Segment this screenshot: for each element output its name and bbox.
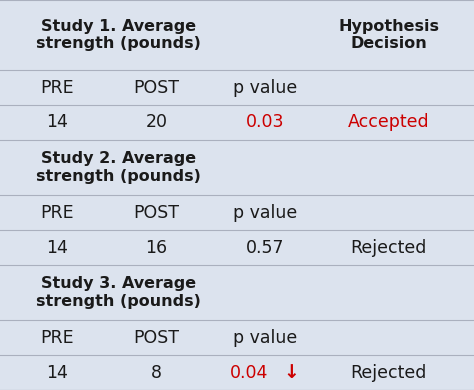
Text: 8: 8 [151,363,162,381]
Text: ↓: ↓ [283,363,300,382]
Text: POST: POST [133,329,180,347]
Text: Study 1. Average
strength (pounds): Study 1. Average strength (pounds) [36,19,201,51]
Text: p value: p value [233,204,298,222]
Text: 20: 20 [146,113,167,131]
Text: 14: 14 [46,113,68,131]
Text: 0.03: 0.03 [246,113,285,131]
Text: 0.57: 0.57 [246,239,285,257]
Text: 14: 14 [46,239,68,257]
Text: Hypothesis
Decision: Hypothesis Decision [338,19,439,51]
Text: PRE: PRE [40,204,73,222]
Text: 16: 16 [146,239,167,257]
Text: PRE: PRE [40,79,73,97]
Text: Study 3. Average
strength (pounds): Study 3. Average strength (pounds) [36,277,201,309]
Text: POST: POST [133,204,180,222]
Text: p value: p value [233,329,298,347]
Text: PRE: PRE [40,329,73,347]
Text: Accepted: Accepted [348,113,429,131]
Text: 14: 14 [46,363,68,381]
Text: 0.04: 0.04 [230,363,268,381]
Text: p value: p value [233,79,298,97]
Text: Rejected: Rejected [350,239,427,257]
Text: POST: POST [133,79,180,97]
Text: Rejected: Rejected [350,363,427,381]
Text: Study 2. Average
strength (pounds): Study 2. Average strength (pounds) [36,151,201,184]
